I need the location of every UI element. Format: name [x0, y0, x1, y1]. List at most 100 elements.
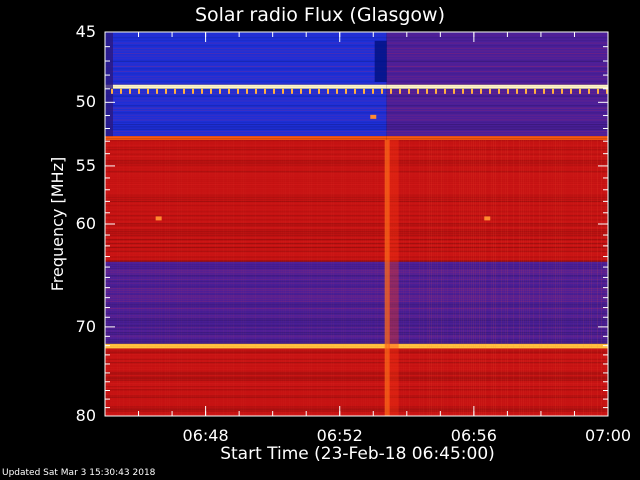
texture-column	[325, 140, 326, 416]
texture-stripe	[105, 327, 608, 329]
band-after-3	[386, 136, 608, 140]
texture-stripe	[105, 297, 608, 299]
texture-stripe	[105, 393, 608, 395]
texture-column	[231, 140, 232, 416]
texture-column	[557, 139, 558, 416]
comb-mark	[255, 88, 257, 94]
texture-column	[195, 140, 196, 416]
texture-column	[369, 140, 370, 416]
texture-column	[521, 139, 522, 416]
texture-stripe	[105, 169, 608, 171]
comb-mark	[120, 88, 122, 94]
texture-column	[339, 140, 340, 416]
texture-stripe	[105, 231, 608, 233]
texture-stripe	[105, 90, 608, 92]
texture-stripe	[105, 350, 608, 352]
texture-column	[207, 140, 208, 416]
texture-stripe	[105, 358, 608, 360]
texture-stripe	[105, 373, 608, 375]
texture-column	[483, 139, 484, 416]
texture-stripe	[105, 264, 608, 266]
texture-column	[375, 140, 376, 416]
texture-stripe	[105, 55, 608, 57]
texture-column	[565, 140, 566, 416]
comb-mark	[264, 88, 266, 94]
texture-stripe	[105, 316, 608, 318]
texture-column	[235, 140, 236, 416]
texture-stripe	[105, 371, 608, 373]
texture-stripe	[105, 68, 608, 70]
texture-stripe	[105, 282, 608, 284]
texture-column	[269, 140, 270, 416]
texture-stripe	[105, 295, 608, 297]
y-tick-label: 45	[75, 22, 96, 41]
texture-column	[495, 139, 496, 416]
texture-column	[119, 140, 120, 416]
texture-column	[443, 139, 444, 416]
y-tick-label: 70	[75, 316, 96, 336]
texture-column	[499, 140, 500, 416]
texture-column	[151, 140, 152, 416]
texture-stripe	[105, 53, 608, 55]
texture-stripe	[105, 50, 608, 52]
texture-column	[315, 140, 316, 416]
texture-stripe	[105, 158, 608, 160]
texture-stripe	[105, 286, 608, 288]
texture-stripe	[105, 412, 608, 414]
texture-stripe	[105, 184, 608, 186]
comb-mark	[228, 88, 230, 94]
texture-stripe	[105, 384, 608, 386]
texture-column	[327, 140, 328, 416]
texture-column	[561, 139, 562, 416]
texture-stripe	[105, 290, 608, 292]
texture-stripe	[105, 198, 608, 200]
texture-stripe	[105, 60, 608, 62]
texture-column	[597, 139, 598, 416]
texture-stripe	[105, 114, 608, 116]
texture-stripe	[105, 245, 608, 247]
texture-column	[437, 139, 438, 416]
texture-column	[181, 139, 182, 416]
texture-stripe	[105, 250, 608, 252]
texture-column	[497, 140, 498, 416]
texture-column	[345, 140, 346, 416]
texture-column	[159, 140, 160, 416]
texture-column	[193, 140, 194, 416]
texture-column	[541, 139, 542, 416]
texture-stripe	[105, 300, 608, 302]
texture-column	[321, 140, 322, 416]
texture-stripe	[105, 205, 608, 207]
comb-mark	[165, 88, 167, 94]
comb-mark	[327, 88, 329, 94]
texture-stripe	[105, 277, 608, 279]
texture-stripe	[105, 117, 608, 119]
comb-mark	[156, 88, 158, 94]
texture-column	[581, 140, 582, 416]
texture-stripe	[105, 102, 608, 104]
texture-column	[283, 140, 284, 416]
texture-column	[423, 139, 424, 416]
texture-column	[449, 140, 450, 416]
band-before-6	[105, 343, 387, 349]
texture-stripe	[105, 140, 608, 142]
texture-column	[553, 139, 554, 416]
texture-stripe	[105, 166, 608, 168]
texture-column	[323, 140, 324, 416]
texture-stripe	[105, 398, 608, 400]
texture-stripe	[105, 304, 608, 306]
x-tick-label: 06:56	[450, 426, 497, 445]
texture-stripe	[105, 323, 608, 325]
comb-mark	[237, 88, 239, 94]
band-after-2	[386, 88, 608, 137]
texture-column	[285, 139, 286, 416]
texture-column	[211, 140, 212, 416]
texture-stripe	[105, 252, 608, 254]
texture-column	[333, 139, 334, 416]
texture-stripe	[105, 353, 608, 355]
texture-stripe	[105, 124, 608, 126]
texture-column	[167, 140, 168, 416]
texture-column	[139, 140, 140, 416]
texture-stripe	[105, 404, 608, 406]
texture-column	[221, 140, 222, 416]
comb-mark	[525, 88, 527, 94]
